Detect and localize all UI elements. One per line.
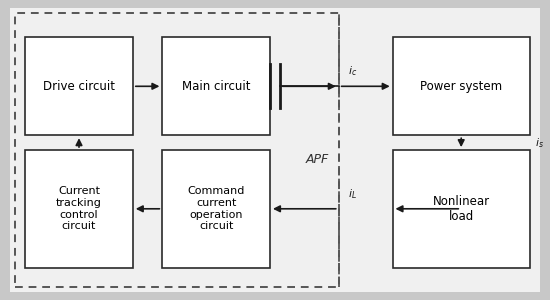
Text: Drive circuit: Drive circuit (43, 80, 115, 93)
Bar (162, 150, 270, 268)
Text: Nonlinear
load: Nonlinear load (433, 195, 490, 223)
FancyBboxPatch shape (10, 8, 540, 292)
Bar (393, 37, 530, 135)
Text: $i_c$: $i_c$ (349, 65, 358, 79)
Text: Current
tracking
control
circuit: Current tracking control circuit (56, 186, 102, 231)
Bar (162, 37, 270, 135)
Text: $i_s$: $i_s$ (535, 136, 543, 149)
Bar (25, 37, 133, 135)
Text: $i_L$: $i_L$ (349, 187, 358, 201)
Bar (15, 13, 339, 287)
Bar (25, 150, 133, 268)
Text: Power system: Power system (420, 80, 502, 93)
Text: Command
current
operation
circuit: Command current operation circuit (188, 186, 245, 231)
Text: Main circuit: Main circuit (182, 80, 250, 93)
Text: APF: APF (306, 153, 329, 166)
Bar (393, 150, 530, 268)
